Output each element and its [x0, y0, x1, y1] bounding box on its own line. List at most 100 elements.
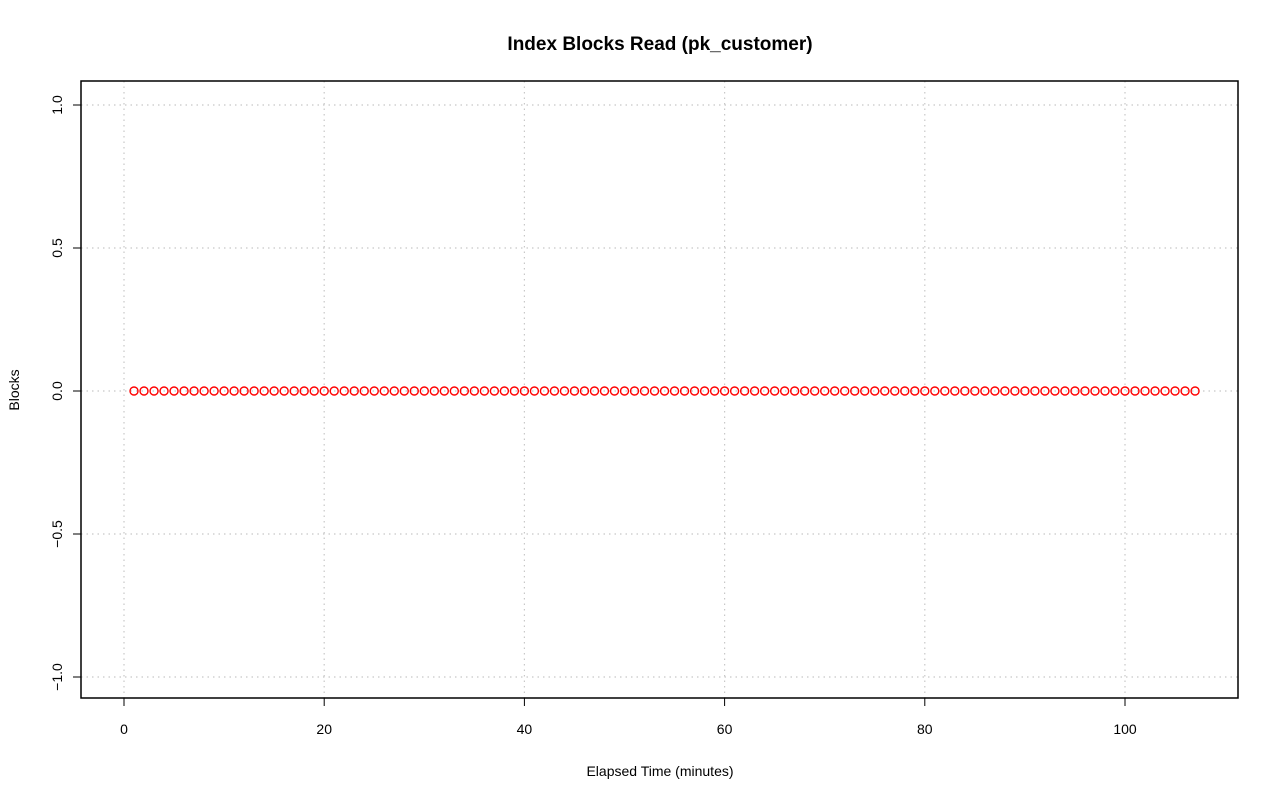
data-point — [559, 386, 570, 396]
data-point — [709, 386, 720, 396]
data-point — [429, 386, 440, 396]
data-point — [870, 386, 880, 396]
data-point — [319, 386, 329, 396]
data-point — [479, 386, 490, 396]
y-axis: −1.0 −0.5 0.0 0.5 1.0 — [49, 95, 81, 691]
data-point — [439, 386, 450, 396]
data-point — [880, 386, 890, 396]
data-point — [489, 386, 500, 396]
data-point — [209, 386, 219, 396]
data-point — [820, 386, 830, 396]
data-point — [229, 386, 239, 396]
data-point — [729, 386, 740, 396]
data-point — [840, 386, 850, 396]
data-point — [789, 386, 800, 396]
data-point — [359, 386, 369, 396]
x-axis-label: Elapsed Time (minutes) — [586, 763, 733, 779]
data-point — [259, 386, 269, 396]
data-point — [379, 386, 389, 396]
data-point — [289, 386, 299, 396]
data-point — [1110, 386, 1120, 396]
data-point — [1180, 386, 1190, 396]
data-point — [759, 386, 770, 396]
data-point — [459, 386, 470, 396]
data-point — [769, 386, 780, 396]
data-point — [1150, 386, 1160, 396]
data-point — [970, 386, 980, 396]
data-point — [169, 386, 179, 396]
data-point — [569, 386, 580, 396]
data-point — [1130, 386, 1140, 396]
data-point — [940, 386, 950, 396]
y-tick-label: 0.0 — [49, 381, 65, 401]
data-point — [950, 386, 960, 396]
grid-lines — [81, 81, 1238, 698]
plot-frame — [80, 80, 1239, 699]
data-point — [189, 386, 199, 396]
data-point — [419, 386, 429, 396]
data-point — [920, 386, 930, 396]
x-tick-label: 80 — [917, 721, 933, 737]
data-point — [659, 386, 670, 396]
data-point — [799, 386, 810, 396]
data-point — [1160, 386, 1170, 396]
y-tick-label: −0.5 — [49, 520, 65, 548]
data-point — [1020, 386, 1030, 396]
data-point — [649, 386, 660, 396]
data-point — [129, 386, 139, 396]
data-point — [960, 386, 970, 396]
y-tick-label: 0.5 — [49, 238, 65, 258]
data-point — [389, 386, 399, 396]
data-point — [629, 386, 640, 396]
y-axis-label: Blocks — [6, 369, 22, 410]
data-point — [219, 386, 229, 396]
data-point — [179, 386, 189, 396]
data-point — [509, 386, 520, 396]
data-point — [249, 386, 259, 396]
x-axis: 0 20 40 60 80 100 — [120, 697, 1137, 737]
data-point — [910, 386, 920, 396]
data-point — [1120, 386, 1130, 396]
data-point — [539, 386, 550, 396]
data-point — [1050, 386, 1060, 396]
data-point — [529, 386, 540, 396]
data-point — [449, 386, 460, 396]
data-point — [339, 386, 349, 396]
data-point — [369, 386, 379, 396]
data-point — [1070, 386, 1080, 396]
data-point — [830, 386, 840, 396]
chart-title: Index Blocks Read (pk_customer) — [507, 34, 812, 55]
data-point — [1080, 386, 1090, 396]
data-point — [409, 386, 419, 396]
data-point — [1030, 386, 1040, 396]
x-tick-label: 40 — [517, 721, 533, 737]
data-point — [719, 386, 730, 396]
data-point — [990, 386, 1000, 396]
data-point — [679, 386, 690, 396]
x-tick-label: 20 — [316, 721, 332, 737]
data-point — [900, 386, 910, 396]
data-point — [499, 386, 510, 396]
data-points — [129, 386, 1200, 396]
data-point — [739, 386, 750, 396]
data-point — [589, 386, 600, 396]
data-point — [980, 386, 990, 396]
data-point — [469, 386, 480, 396]
data-point — [1010, 386, 1020, 396]
data-point — [860, 386, 870, 396]
data-point — [1060, 386, 1070, 396]
data-point — [850, 386, 860, 396]
data-point — [139, 386, 149, 396]
x-tick-label: 100 — [1113, 721, 1137, 737]
data-point — [619, 386, 630, 396]
data-point — [239, 386, 249, 396]
data-point — [349, 386, 359, 396]
data-point — [699, 386, 710, 396]
data-point — [599, 386, 610, 396]
data-point — [149, 386, 159, 396]
y-tick-label: 1.0 — [49, 95, 65, 115]
data-point — [579, 386, 590, 396]
data-point — [399, 386, 409, 396]
data-point — [1190, 386, 1200, 396]
